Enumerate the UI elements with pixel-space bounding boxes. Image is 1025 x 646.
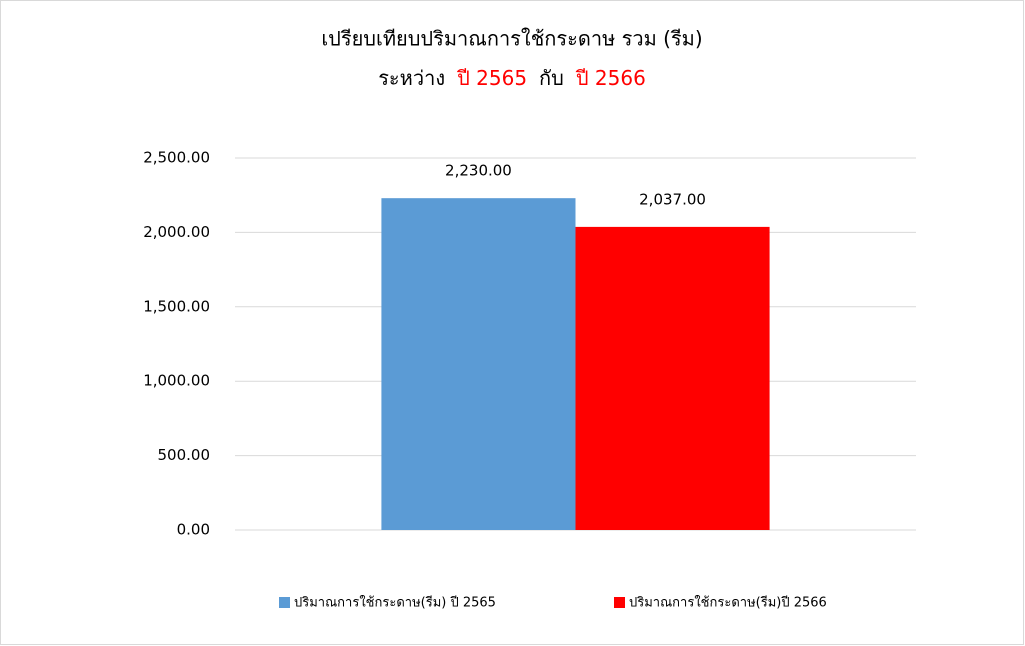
chart-subtitle: ระหว่าง ปี 2565 กับ ปี 2566 [378, 66, 646, 90]
subtitle-part: ปี 2566 [576, 66, 646, 90]
y-tick-label: 2,000.00 [143, 223, 210, 241]
chart-title: เปรียบเทียบปริมาณการใช้กระดาษ รวม (รีม) [321, 27, 702, 51]
y-tick-label: 0.00 [177, 521, 210, 539]
legend-text: ปริมาณการใช้กระดาษ(รีม) ปี 2565 [294, 595, 496, 611]
y-tick-label: 2,500.00 [143, 149, 210, 167]
y-tick-label: 500.00 [158, 446, 211, 464]
legend-marker [614, 597, 625, 608]
subtitle-part: ปี 2565 [457, 66, 527, 90]
legend-text: ปริมาณการใช้กระดาษ(รีม)ปี 2566 [629, 595, 827, 611]
data-label: 2,230.00 [445, 162, 512, 180]
data-label: 2,037.00 [639, 190, 706, 208]
subtitle-part: ระหว่าง [378, 66, 445, 90]
bar [381, 198, 576, 530]
bar [575, 226, 770, 530]
y-tick-label: 1,500.00 [143, 297, 210, 315]
y-tick-label: 1,000.00 [143, 372, 210, 390]
subtitle-part: กับ [539, 66, 564, 90]
legend-marker [279, 597, 290, 608]
